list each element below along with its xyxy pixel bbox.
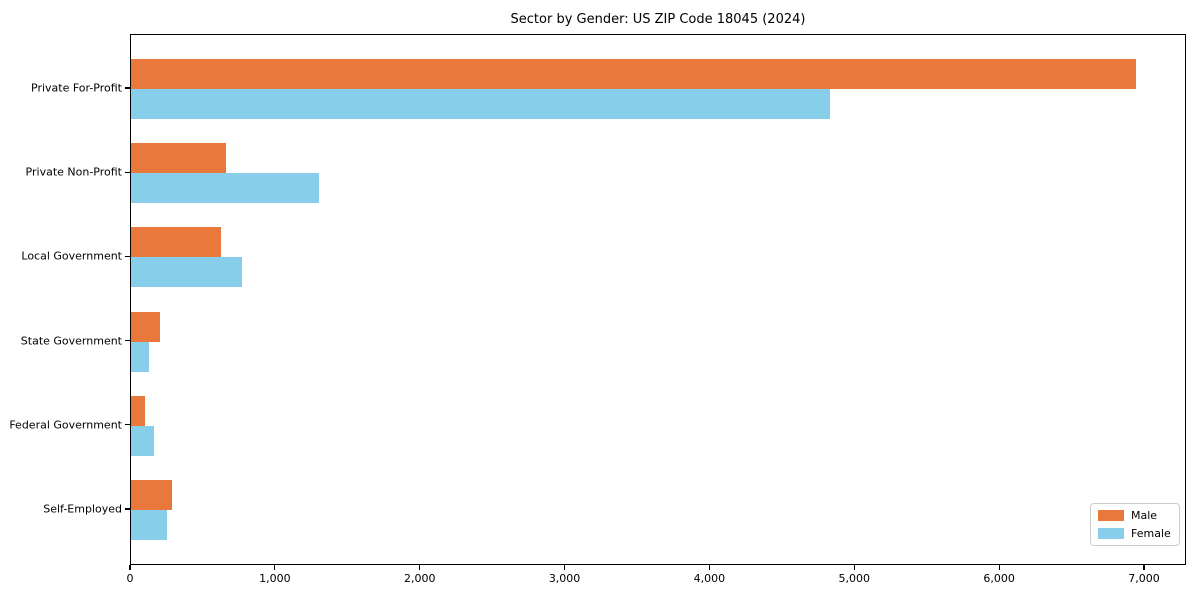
y-tick-label-private-for-profit: Private For-Profit: [31, 81, 122, 95]
legend-entry-female: Female: [1098, 527, 1171, 540]
x-tick-label-6000: 6,000: [983, 572, 1015, 585]
y-tick-mark: [125, 424, 130, 426]
x-tick-label-0: 0: [126, 572, 134, 585]
y-tick-label-private-non-profit: Private Non-Profit: [25, 165, 122, 179]
bar-female-self-employed: [131, 510, 168, 540]
y-tick-mark: [125, 255, 130, 257]
x-tick-mark: [853, 565, 855, 570]
bar-female-private-for-profit: [131, 89, 830, 119]
bar-male-private-for-profit: [131, 59, 1136, 89]
y-tick-label-federal-government: Federal Government: [9, 418, 122, 432]
x-tick-label-4000: 4,000: [693, 572, 726, 585]
x-tick-label-5000: 5,000: [838, 572, 871, 585]
y-tick-label-self-employed: Self-Employed: [43, 502, 122, 516]
bar-male-state-government: [131, 311, 160, 342]
bar-male-self-employed: [131, 480, 172, 510]
legend-swatch-female: [1098, 528, 1124, 539]
x-tick-label-2000: 2,000: [403, 572, 436, 585]
y-tick-mark: [125, 340, 130, 342]
x-tick-mark: [129, 565, 131, 570]
chart-title: Sector by Gender: US ZIP Code 18045 (202…: [510, 12, 806, 27]
x-tick-mark: [563, 565, 566, 570]
legend-label-male: Male: [1131, 509, 1158, 522]
x-tick-mark: [708, 565, 710, 570]
bar-female-private-non-profit: [131, 173, 320, 204]
bar-female-state-government: [131, 341, 149, 372]
bar-male-local-government: [131, 227, 221, 258]
x-tick-mark: [998, 565, 1000, 570]
bar-female-local-government: [131, 257, 242, 288]
plot-area: [130, 34, 1186, 565]
x-tick-label-1000: 1,000: [259, 572, 291, 585]
y-tick-mark: [125, 171, 130, 173]
legend: Male Female: [1090, 503, 1180, 546]
y-tick-mark: [125, 87, 130, 89]
bar-male-private-non-profit: [131, 143, 227, 174]
legend-label-female: Female: [1131, 527, 1171, 540]
x-tick-mark: [419, 565, 421, 570]
x-tick-mark: [274, 565, 276, 570]
legend-entry-male: Male: [1098, 509, 1171, 522]
x-tick-label-7000: 7,000: [1128, 572, 1160, 585]
x-tick-label-3000: 3,000: [548, 572, 581, 585]
y-tick-label-local-government: Local Government: [21, 249, 122, 263]
x-tick-mark: [1143, 565, 1145, 570]
legend-swatch-male: [1098, 510, 1124, 521]
y-tick-mark: [125, 508, 130, 510]
bar-male-federal-government: [131, 395, 146, 426]
bar-female-federal-government: [131, 425, 154, 456]
y-tick-label-state-government: State Government: [20, 334, 122, 348]
